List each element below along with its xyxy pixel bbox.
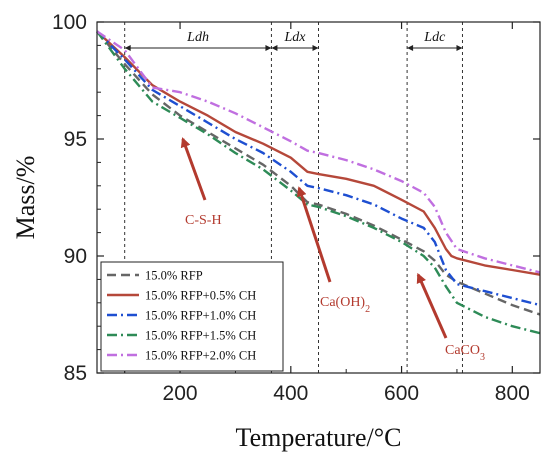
region-arrow-left	[407, 45, 414, 51]
legend-item-label: 15.0% RFP+2.0% CH	[145, 349, 256, 363]
legend-item-label: 15.0% RFP+1.5% CH	[145, 329, 256, 343]
series-line-2	[96, 30, 541, 307]
region-label-ldc: Ldc	[423, 30, 446, 45]
region-arrow-right	[456, 45, 463, 51]
y-tick-label: 90	[64, 245, 87, 268]
series-line-3	[96, 30, 541, 335]
region-label-ldx: Ldx	[283, 30, 306, 45]
x-tick-label: 200	[163, 382, 198, 405]
y-tick-label: 85	[64, 362, 87, 385]
region-arrow-left	[124, 45, 131, 51]
annotation-subscript: 2	[365, 304, 370, 315]
plot-frame	[96, 21, 541, 374]
legend-item-label: 15.0% RFP+1.0% CH	[145, 309, 256, 323]
annotation-text: C-S-H	[185, 213, 222, 228]
legend-item-label: 15.0% RFP+0.5% CH	[145, 289, 256, 303]
series-line-0	[96, 30, 541, 316]
region-arrow-left	[271, 45, 278, 51]
legend: 15.0% RFP 15.0% RFP+0.5% CH 15.0% RFP+1.0%…	[100, 261, 284, 372]
axes: 200 400 600 800 85 90 95 100	[52, 11, 541, 405]
x-tick-label: 800	[495, 382, 530, 405]
region-arrow-right	[312, 45, 319, 51]
series-line-1	[96, 30, 541, 276]
series-line-4	[96, 30, 541, 274]
x-axis-title: Temperature/°C	[236, 423, 402, 452]
y-axis-title: Mass/%	[11, 156, 40, 240]
y-tick-label: 100	[52, 11, 87, 34]
series-lines	[96, 30, 541, 335]
annotations: C-S-H Ca(OH)2 CaCO3	[180, 137, 485, 363]
annotation-subscript: 3	[480, 352, 485, 363]
y-tick-label: 95	[64, 128, 87, 151]
annotation-arrow	[416, 272, 448, 339]
annotation-label: Ca(OH)2	[320, 295, 370, 315]
annotation-text: Ca(OH)	[320, 295, 365, 310]
region-markers: Ldh Ldx Ldc	[124, 22, 463, 373]
region-label-ldh: Ldh	[186, 30, 209, 45]
x-tick-label: 400	[273, 382, 308, 405]
annotation-text: CaCO	[445, 343, 480, 358]
x-tick-label: 600	[384, 382, 419, 405]
annotation-arrow	[180, 137, 207, 201]
annotation-arrow	[296, 186, 332, 283]
region-arrow-right	[265, 45, 272, 51]
annotation-label: CaCO3	[445, 343, 485, 363]
legend-item-label: 15.0% RFP	[145, 269, 203, 283]
annotation-label: C-S-H	[185, 213, 222, 228]
legend-box	[100, 261, 284, 372]
